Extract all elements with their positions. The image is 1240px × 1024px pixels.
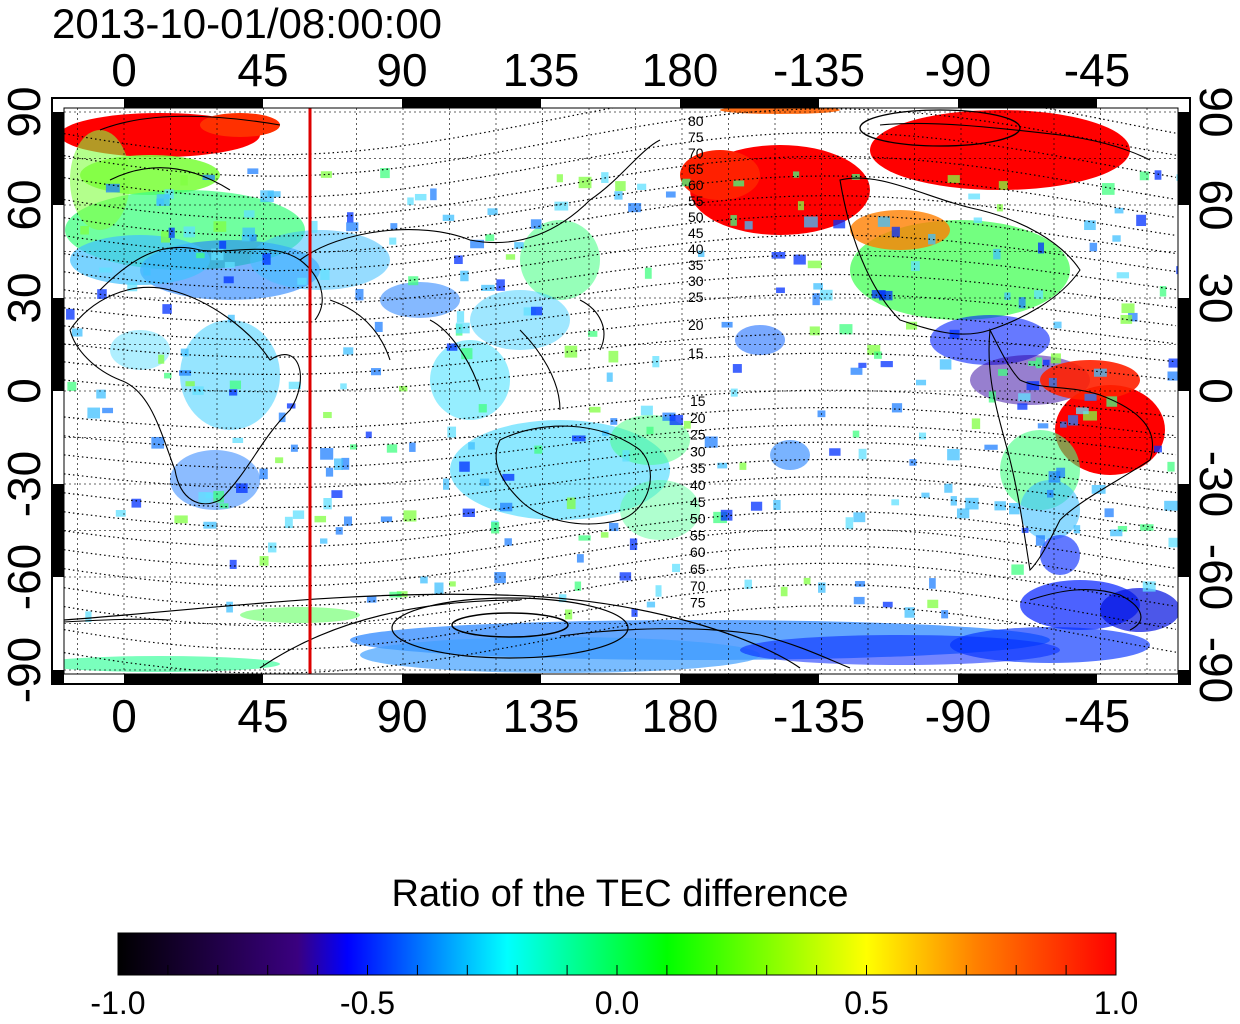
colorbar-title: Ratio of the TEC difference (391, 873, 849, 915)
x-tick-top: 45 (237, 44, 288, 96)
contour-labels: 8075706560555045403530252015152025303540… (688, 113, 706, 611)
y-tick-left: 60 (0, 179, 50, 230)
y-tick-right: 30 (1190, 272, 1240, 323)
contour-label: 40 (690, 477, 706, 493)
y-tick-right: -60 (1190, 544, 1240, 610)
coastlines (64, 115, 1154, 669)
x-tick-bottom: 180 (642, 690, 719, 742)
contour-label: 35 (690, 460, 706, 476)
y-tick-right: -90 (1190, 637, 1240, 703)
contour-label: 65 (688, 161, 704, 177)
contour-label: 30 (690, 443, 706, 459)
geomagnetic-contours (64, 108, 1177, 674)
contour-label: 75 (690, 595, 706, 611)
contour-label: 45 (688, 225, 704, 241)
x-tick-bottom: 45 (237, 690, 288, 742)
contour-label: 15 (690, 393, 706, 409)
y-tick-left: -30 (0, 451, 50, 517)
y-tick-right: 60 (1190, 179, 1240, 230)
contour-label: 80 (688, 113, 704, 129)
contour-label: 35 (688, 257, 704, 273)
colorbar-tick-label: 0.0 (594, 985, 640, 1021)
x-tick-top: -45 (1064, 44, 1130, 96)
x-tick-top: 135 (503, 44, 580, 96)
y-tick-right: 0 (1190, 378, 1240, 404)
tec-data-patches (64, 108, 1178, 673)
x-tick-top: 90 (376, 44, 427, 96)
frame-stripes (52, 98, 1190, 684)
contour-label: 25 (688, 289, 704, 305)
y-tick-right: 90 (1190, 86, 1240, 137)
y-tick-left: 30 (0, 272, 50, 323)
contour-label: 25 (690, 427, 706, 443)
axis-tick-labels: 0 45 90 135 180 -135 -90 -45 0 45 90 135 180 -135 -90 -… (0, 44, 1240, 742)
x-tick-top: -90 (925, 44, 991, 96)
y-tick-left: -90 (0, 637, 50, 703)
contour-label: 70 (688, 145, 704, 161)
x-tick-bottom: -90 (925, 690, 991, 742)
contour-label: 55 (690, 527, 706, 543)
x-tick-top: -135 (773, 44, 865, 96)
y-tick-right: -30 (1190, 451, 1240, 517)
x-tick-bottom: -135 (773, 690, 865, 742)
contour-label: 50 (690, 511, 706, 527)
contour-label: 50 (688, 209, 704, 225)
colorbar-tick-label: 0.5 (844, 985, 889, 1021)
contour-label: 40 (688, 241, 704, 257)
x-tick-bottom: 135 (503, 690, 580, 742)
timestamp-title: 2013-10-01/08:00:00 (52, 0, 442, 47)
contour-label: 30 (688, 273, 704, 289)
x-tick-bottom: 90 (376, 690, 427, 742)
colorbar-tick-label: -0.5 (339, 985, 396, 1021)
contour-label: 20 (688, 317, 704, 333)
contour-label: 65 (690, 561, 706, 577)
y-tick-left: 0 (0, 378, 50, 404)
contour-label: 15 (688, 345, 704, 361)
x-tick-top: 0 (111, 44, 137, 96)
y-tick-left: -60 (0, 544, 50, 610)
contour-label: 75 (688, 129, 704, 145)
contour-label: 60 (690, 544, 706, 560)
contour-label: 45 (690, 494, 706, 510)
contour-label: 55 (688, 193, 704, 209)
colorbar-minor-ticks (167, 965, 1067, 975)
contour-label: 70 (690, 578, 706, 594)
x-tick-top: 180 (642, 44, 719, 96)
colorbar-tick-label: 1.0 (1093, 985, 1139, 1021)
x-tick-bottom: -45 (1064, 690, 1130, 742)
contour-label: 60 (688, 177, 704, 193)
x-tick-bottom: 0 (111, 690, 137, 742)
y-tick-left: 90 (0, 86, 50, 137)
contour-label: 20 (690, 410, 706, 426)
colorbar-tick-label: -1.0 (90, 985, 146, 1021)
